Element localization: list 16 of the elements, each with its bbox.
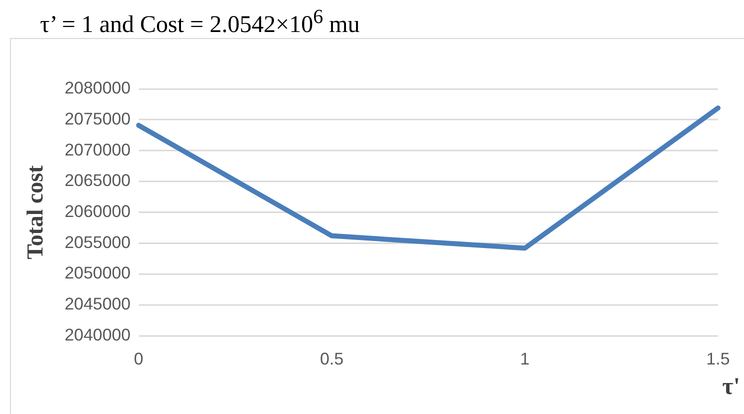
x-tick-label: 1.5 bbox=[706, 350, 730, 369]
y-tick-label: 2070000 bbox=[64, 140, 131, 160]
x-tick-label: 0.5 bbox=[320, 350, 344, 369]
y-tick-label: 2080000 bbox=[64, 78, 131, 98]
y-tick-label: 2055000 bbox=[64, 232, 131, 252]
y-axis-title: Total cost bbox=[22, 164, 48, 260]
y-tick-label: 2045000 bbox=[64, 294, 131, 314]
y-tick-label: 2075000 bbox=[64, 109, 131, 128]
x-axis-title: τ' bbox=[722, 374, 740, 401]
y-tick-label: 2040000 bbox=[64, 325, 131, 344]
x-tick-label: 0 bbox=[134, 350, 144, 369]
chart-title: τ’ = 1 and Cost = 2.0542×10$^{6}$ mu bbox=[40, 6, 360, 39]
y-tick-label: 2060000 bbox=[64, 202, 131, 222]
x-tick-label: 1 bbox=[520, 350, 530, 369]
y-tick-label: 2050000 bbox=[64, 264, 131, 283]
y-tick-label: 2065000 bbox=[64, 171, 131, 190]
